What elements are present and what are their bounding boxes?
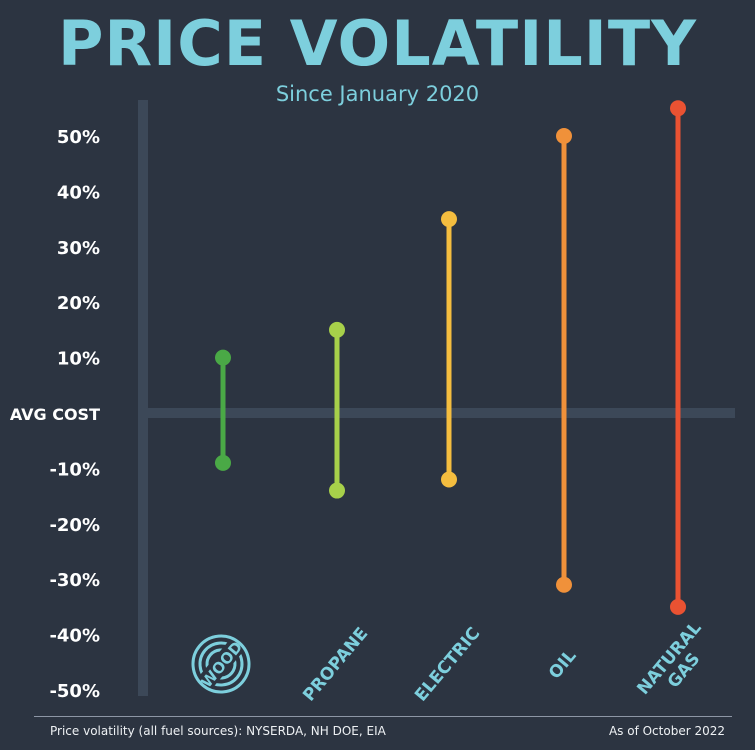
chart-title: PRICE VOLATILITY [57, 7, 698, 80]
y-tick-label: -20% [49, 515, 100, 536]
y-tick-label: -40% [49, 626, 100, 647]
high-point-electric [441, 211, 457, 228]
y-tick-label: -30% [49, 570, 100, 591]
y-tick-label: 40% [57, 182, 100, 203]
chart-subtitle: Since January 2020 [275, 82, 480, 106]
y-tick-label: -10% [49, 459, 100, 480]
footer-source-note: Price volatility (all fuel sources): NYS… [50, 724, 386, 738]
y-tick-label: 50% [57, 127, 100, 148]
category-label-wood: WOOD [191, 634, 251, 694]
category-label-oil: OIL [545, 646, 581, 683]
category-label-electric: ELECTRIC [411, 624, 484, 706]
category-label-text: ELECTRIC [411, 624, 484, 706]
high-point-oil [556, 128, 572, 144]
footer-divider [34, 716, 732, 717]
category-label-text: PROPANE [299, 624, 372, 706]
high-point-natural-gas [670, 100, 686, 117]
low-point-oil [556, 576, 572, 593]
category-label-text: WOOD [197, 638, 246, 691]
high-point-wood [215, 349, 231, 366]
y-tick-label: -50% [49, 681, 100, 702]
y-tick-label: 10% [57, 349, 100, 370]
y-tick-label: 20% [57, 293, 100, 314]
category-label-propane: PROPANE [299, 624, 372, 706]
y-tick-label: 30% [57, 238, 100, 259]
low-point-wood [215, 454, 231, 471]
avg-cost-label: AVG COST [10, 405, 100, 424]
low-point-propane [329, 482, 345, 499]
high-point-propane [329, 321, 345, 338]
category-label-text: OIL [545, 646, 581, 683]
footer-date-note: As of October 2022 [608, 724, 725, 738]
low-point-electric [441, 471, 457, 488]
low-point-natural-gas [670, 598, 686, 615]
